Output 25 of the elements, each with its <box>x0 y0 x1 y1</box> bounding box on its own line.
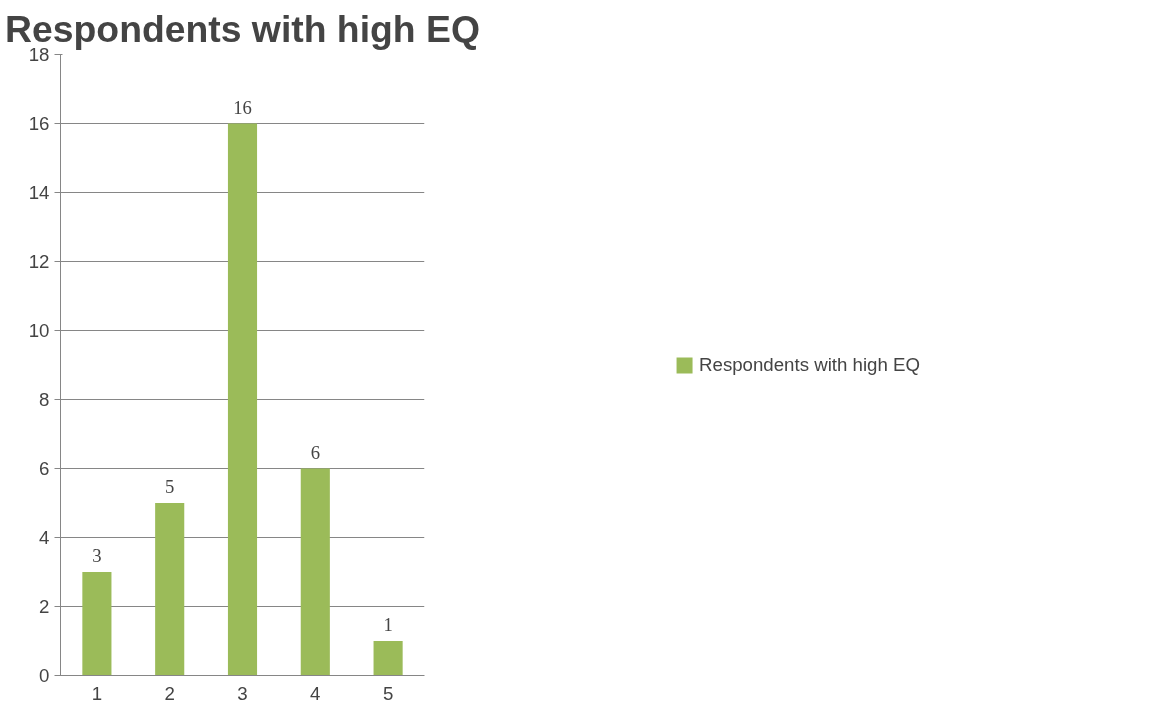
x-tick-label: 4 <box>310 682 321 704</box>
x-tick-label: 2 <box>164 682 175 704</box>
bar <box>82 572 112 676</box>
y-tick-label: 2 <box>39 596 50 617</box>
y-tick-label: 10 <box>28 320 50 341</box>
x-tick-label: 5 <box>382 682 394 704</box>
bar <box>373 641 403 676</box>
data-label: 16 <box>233 96 252 118</box>
bar <box>227 123 258 676</box>
y-tick-label: 6 <box>39 458 50 479</box>
data-label: 5 <box>165 476 175 497</box>
x-tick-label: 1 <box>91 682 103 704</box>
data-label: 1 <box>383 614 393 635</box>
y-tick-label: 8 <box>39 389 50 410</box>
x-tick-label: 3 <box>237 682 248 704</box>
y-tick-label: 16 <box>28 113 50 134</box>
data-label: 6 <box>310 441 320 463</box>
y-tick-label: 0 <box>39 665 50 686</box>
data-label: 3 <box>92 545 102 566</box>
bar <box>300 468 330 676</box>
bar <box>155 503 185 676</box>
legend-label: Respondents with high EQ <box>699 353 920 376</box>
y-tick-label: 14 <box>28 182 50 203</box>
y-tick-label: 12 <box>28 251 50 272</box>
y-tick-label: 4 <box>39 527 50 548</box>
